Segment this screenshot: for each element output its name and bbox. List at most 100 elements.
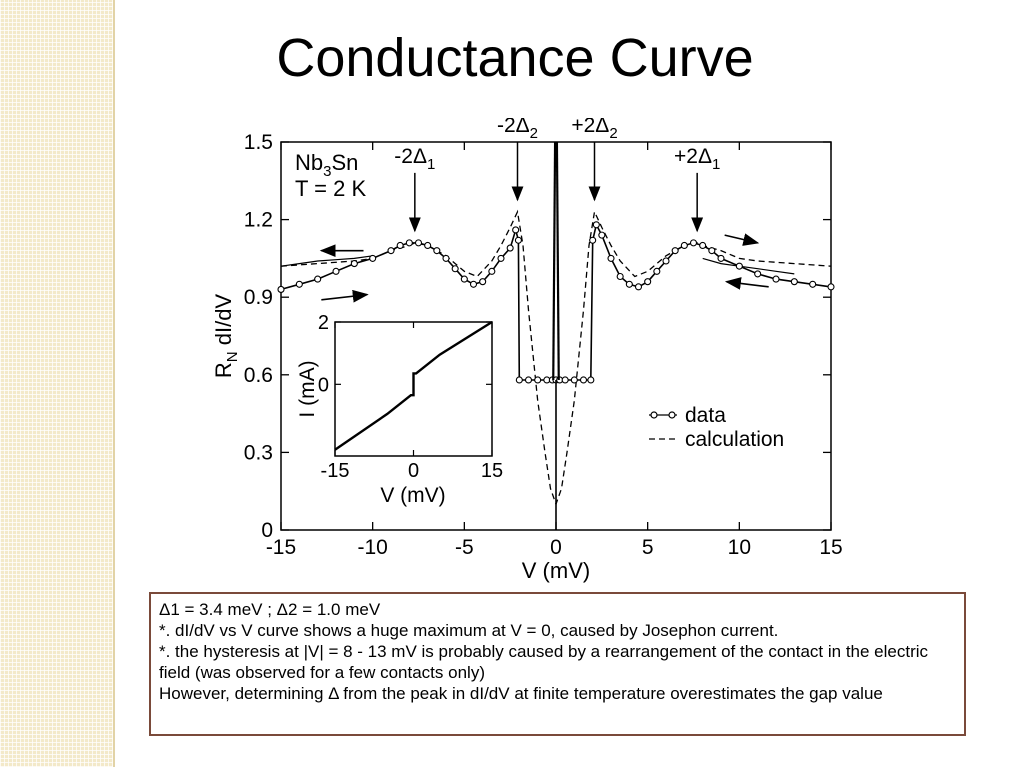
data-point: [616, 272, 624, 281]
sample-label-base: Nb: [295, 150, 323, 175]
data-point: [653, 267, 661, 275]
decorative-left-strip: [0, 0, 113, 767]
gap-label-sub: 2: [609, 125, 617, 142]
y-tick-label: 1.5: [244, 131, 273, 154]
y-tick-label: 0.3: [244, 441, 273, 464]
data-point: [809, 280, 817, 288]
gap-label-1: -2Δ2: [497, 118, 538, 142]
x-tick-label: -10: [357, 536, 387, 559]
temperature-label: T = 2 K: [295, 176, 366, 201]
data-point: [754, 270, 762, 278]
x-tick-label: -15: [266, 536, 296, 559]
data-point: [662, 257, 670, 265]
gap-label-main: -2Δ: [394, 145, 427, 168]
legend-calculation-label: calculation: [685, 428, 784, 451]
josephson-peak-right: [555, 141, 560, 380]
notes-line-gap-values: Δ1 = 3.4 meV ; Δ2 = 1.0 meV: [159, 600, 381, 619]
data-point: [314, 275, 322, 283]
x-tick-label: 5: [642, 536, 654, 559]
hysteresis-branch-right: [702, 257, 795, 275]
gap-label-2: +2Δ2: [571, 118, 617, 142]
data-point: [680, 241, 688, 250]
data-point: [460, 275, 468, 283]
data-point: [592, 221, 600, 229]
x-tick-label: -5: [455, 536, 474, 559]
data-point: [699, 241, 707, 250]
data-point: [512, 226, 520, 234]
data-point: [469, 280, 478, 288]
gap-label-sub: 2: [530, 125, 538, 142]
data-point: [433, 247, 441, 255]
data-point: [396, 241, 404, 250]
legend: data calculation: [649, 404, 784, 451]
notes-line-josephson: *. dI/dV vs V curve shows a huge maximum…: [159, 621, 779, 640]
data-point: [689, 239, 698, 247]
legend-data-marker-left: [650, 411, 658, 419]
data-point: [561, 376, 569, 384]
data-point: [387, 247, 395, 255]
data-point: [497, 254, 505, 262]
data-point: [735, 262, 743, 270]
data-point: [625, 280, 633, 288]
conductance-chart: 00.30.60.91.21.5 -15 -10 -5 0 5 10 15 -2Δ1-2Δ2…: [211, 118, 843, 583]
inset-y-axis-label: I (mA): [296, 360, 319, 417]
data-point: [350, 260, 358, 268]
inset-ticks: -15 0 15 0 2: [318, 312, 503, 482]
data-point: [587, 376, 595, 384]
data-point: [488, 267, 496, 275]
josephson-peak-left: [552, 141, 557, 380]
annotation-layer: -2Δ1-2Δ2 +2Δ2+2Δ1: [394, 118, 720, 233]
data-point: [671, 247, 679, 255]
y-tick-label: 0.6: [244, 364, 273, 387]
data-point: [405, 239, 413, 247]
notes-line-overestimate: However, determining Δ from the peak in …: [159, 684, 883, 703]
decorative-strip-edge: [113, 0, 115, 767]
data-point: [579, 376, 588, 384]
data-point: [524, 376, 533, 384]
gap-label-main: +2Δ: [674, 145, 712, 168]
gap-label-main: -2Δ: [497, 118, 530, 137]
data-point: [442, 254, 450, 262]
data-point: [514, 236, 522, 244]
data-point: [589, 236, 597, 244]
hysteresis-branch-left: [280, 255, 373, 267]
inset-x-tick-label: -15: [321, 460, 350, 482]
data-point: [414, 239, 423, 247]
data-point: [506, 244, 514, 252]
data-point: [644, 278, 652, 286]
legend-data-label: data: [685, 404, 726, 427]
data-point: [717, 254, 725, 262]
y-axis-label-sub: N: [224, 351, 241, 362]
x-axis-ticks: -15 -10 -5 0 5 10 15: [266, 142, 843, 559]
data-point: [708, 247, 716, 255]
slide-title: Conductance Curve: [276, 28, 754, 88]
data-point: [790, 278, 798, 286]
hysteresis-arrow-left-lower: [321, 289, 369, 303]
sample-label-rest: Sn: [331, 150, 358, 175]
series-layer: [277, 141, 835, 530]
x-tick-label: 15: [819, 536, 842, 559]
y-tick-label: 0.9: [244, 286, 273, 309]
inset-y-tick-label: 2: [318, 312, 329, 334]
gap-label-3: +2Δ1: [674, 145, 720, 173]
data-point: [451, 265, 459, 273]
data-point: [827, 283, 835, 291]
data-point: [277, 285, 285, 293]
gap-label-sub: 1: [712, 156, 720, 173]
sample-label-sub: 3: [323, 163, 331, 180]
data-point: [295, 280, 303, 288]
inset-x-axis-label: V (mV): [380, 484, 445, 507]
data-point: [634, 283, 643, 291]
hysteresis-arrow-right-upper: [724, 233, 760, 246]
data-point: [515, 376, 523, 384]
data-point: [332, 267, 340, 275]
gap-label-main: +2Δ: [571, 118, 609, 137]
gap-label-0: -2Δ1: [394, 145, 435, 173]
inset-x-tick-label: 0: [408, 460, 419, 482]
y-axis-label-rest: dI/dV: [211, 294, 236, 352]
inset-series: [334, 320, 493, 451]
y-tick-label: 1.2: [244, 209, 273, 232]
data-point: [598, 231, 606, 239]
x-tick-label: 0: [550, 536, 562, 559]
data-point: [369, 254, 377, 262]
